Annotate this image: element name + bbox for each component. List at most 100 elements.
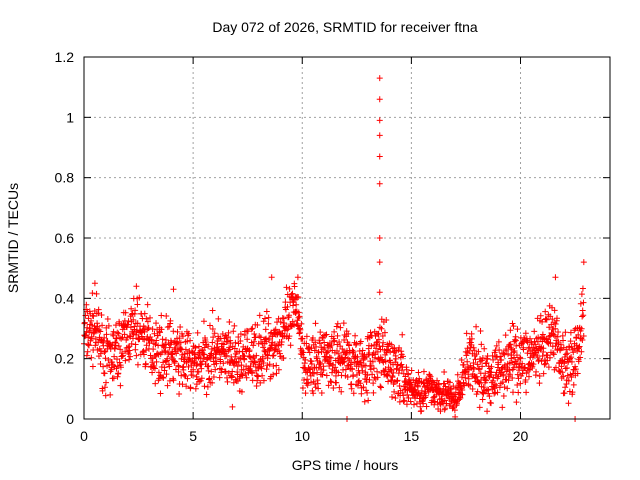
data-point (313, 355, 320, 362)
data-point (383, 317, 390, 324)
data-point (126, 332, 133, 339)
data-point (278, 338, 285, 345)
data-point (368, 342, 375, 349)
data-point (312, 339, 319, 346)
data-point (158, 312, 165, 319)
data-point (152, 380, 159, 387)
data-point (175, 341, 182, 348)
data-point (295, 309, 302, 316)
data-point (460, 361, 467, 368)
data-point (266, 361, 273, 368)
data-point (238, 388, 245, 395)
data-point (301, 360, 308, 367)
data-point (320, 332, 327, 339)
data-point (336, 384, 343, 391)
data-point (347, 381, 354, 388)
data-point (265, 320, 272, 327)
data-point (97, 361, 104, 368)
data-point (140, 348, 147, 355)
data-point (308, 358, 315, 365)
data-point (177, 339, 184, 346)
axis-ticks (83, 56, 610, 420)
data-point (470, 359, 477, 366)
data-point (342, 354, 349, 361)
data-point (286, 285, 293, 292)
data-point (306, 349, 313, 356)
data-point (471, 347, 478, 354)
data-point (271, 330, 278, 337)
data-point (444, 388, 451, 395)
data-point (167, 317, 174, 324)
data-point (323, 353, 330, 360)
data-point (325, 382, 332, 389)
data-point (561, 390, 568, 397)
data-point (441, 406, 448, 413)
data-point (399, 331, 406, 338)
data-point (156, 329, 163, 336)
data-point (495, 338, 502, 345)
data-point (492, 372, 499, 379)
data-point (570, 381, 577, 388)
data-point (201, 351, 208, 358)
data-point (114, 329, 121, 336)
data-point (299, 335, 306, 342)
data-point (572, 363, 579, 370)
data-point (396, 398, 403, 405)
data-point (369, 358, 376, 365)
data-point (333, 323, 340, 330)
data-point (151, 362, 158, 369)
data-point (549, 316, 556, 323)
data-point (538, 358, 545, 365)
data-point (394, 377, 401, 384)
data-point (164, 355, 171, 362)
data-point (522, 364, 529, 371)
data-point (546, 354, 553, 361)
data-point (403, 401, 410, 408)
data-point (499, 404, 506, 411)
data-point (300, 349, 307, 356)
data-point (162, 341, 169, 348)
data-point (420, 400, 427, 407)
data-point (382, 358, 389, 365)
data-point (563, 346, 570, 353)
data-point (103, 331, 110, 338)
data-point (560, 373, 567, 380)
data-point (316, 340, 323, 347)
data-point (244, 328, 251, 335)
data-point (512, 336, 519, 343)
data-point (304, 376, 311, 383)
data-point (451, 407, 458, 414)
data-point (122, 357, 129, 364)
data-point (260, 377, 267, 384)
data-point (197, 361, 204, 368)
data-point (212, 366, 219, 373)
data-point (181, 354, 188, 361)
data-point (303, 340, 310, 347)
data-point (500, 372, 507, 379)
data-point (291, 283, 298, 290)
data-point (510, 389, 517, 396)
data-point (125, 350, 132, 357)
data-point (376, 132, 383, 139)
data-point (213, 360, 220, 367)
data-point (115, 343, 122, 350)
data-point (107, 391, 114, 398)
data-point (328, 342, 335, 349)
data-point (258, 365, 265, 372)
data-point (128, 311, 135, 318)
data-point (166, 344, 173, 351)
data-point (126, 356, 133, 363)
data-point (295, 294, 302, 301)
data-point (176, 391, 183, 398)
data-point (224, 338, 231, 345)
data-point (208, 368, 215, 375)
data-point (153, 320, 160, 327)
data-point (240, 366, 247, 373)
data-point (276, 347, 283, 354)
data-point (132, 307, 139, 314)
data-point (552, 325, 559, 332)
data-point (204, 383, 211, 390)
data-point (114, 362, 121, 369)
data-point (376, 289, 383, 296)
